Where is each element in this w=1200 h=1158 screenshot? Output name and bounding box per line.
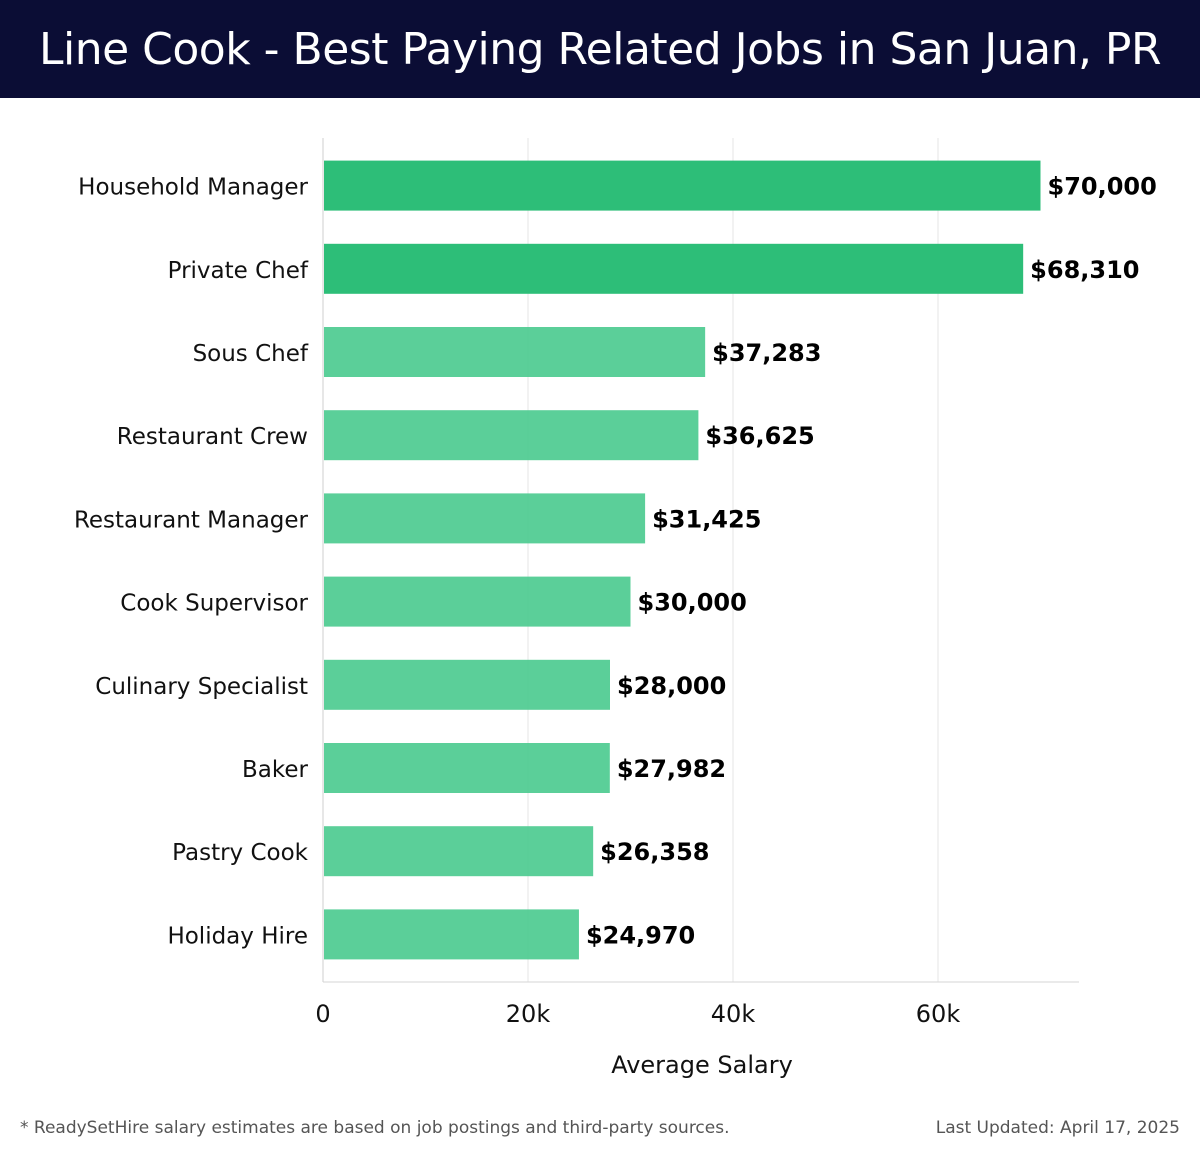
bar <box>324 826 594 877</box>
bar <box>324 493 646 544</box>
category-label: Pastry Cook <box>172 840 309 866</box>
x-tick-label: 60k <box>916 1000 961 1028</box>
category-label: Private Chef <box>168 258 309 284</box>
category-label: Sous Chef <box>193 341 309 367</box>
x-tick-label: 40k <box>711 1000 756 1028</box>
last-updated: Last Updated: April 17, 2025 <box>935 1118 1180 1138</box>
bar <box>324 909 579 960</box>
bar <box>324 160 1041 211</box>
value-label: $30,000 <box>638 589 747 617</box>
chart-header: Line Cook - Best Paying Related Jobs in … <box>0 0 1200 98</box>
bars <box>324 160 1041 960</box>
bar <box>324 243 1024 294</box>
x-tick-labels: 0 20k 40k 60k <box>315 1000 960 1028</box>
bar <box>324 327 706 377</box>
value-label: $28,000 <box>617 672 726 700</box>
value-label: $31,425 <box>652 505 761 533</box>
chart-title: Line Cook - Best Paying Related Jobs in … <box>38 23 1162 75</box>
value-label: $70,000 <box>1048 173 1157 201</box>
value-label: $27,982 <box>617 755 726 783</box>
category-label: Cook Supervisor <box>120 591 308 617</box>
value-label: $68,310 <box>1030 256 1139 284</box>
bar <box>324 743 610 793</box>
value-label: $24,970 <box>586 921 695 949</box>
bar <box>324 410 699 461</box>
category-label: Baker <box>242 757 309 783</box>
x-tick-label: 0 <box>315 1000 330 1028</box>
value-label: $37,283 <box>712 339 821 367</box>
x-tick-label: 20k <box>506 1000 551 1028</box>
category-label: Household Manager <box>78 175 308 201</box>
bar <box>324 659 610 710</box>
value-label: $36,625 <box>705 422 814 450</box>
bar-chart: $70,000 $68,310 $37,283 $36,625 $31,425 $30,0… <box>74 138 1157 1079</box>
x-axis-label: Average Salary <box>611 1051 793 1079</box>
bar <box>324 576 631 627</box>
value-label: $26,358 <box>600 838 709 866</box>
category-label: Restaurant Manager <box>74 507 309 533</box>
category-labels: Household Manager Private Chef Sous Chef Re… <box>74 175 309 950</box>
value-labels: $70,000 $68,310 $37,283 $36,625 $31,425 $30,0… <box>586 173 1157 950</box>
category-label: Restaurant Crew <box>117 424 308 450</box>
category-label: Holiday Hire <box>167 923 308 949</box>
category-label: Culinary Specialist <box>95 674 308 700</box>
footnote: * ReadySetHire salary estimates are base… <box>20 1118 730 1138</box>
